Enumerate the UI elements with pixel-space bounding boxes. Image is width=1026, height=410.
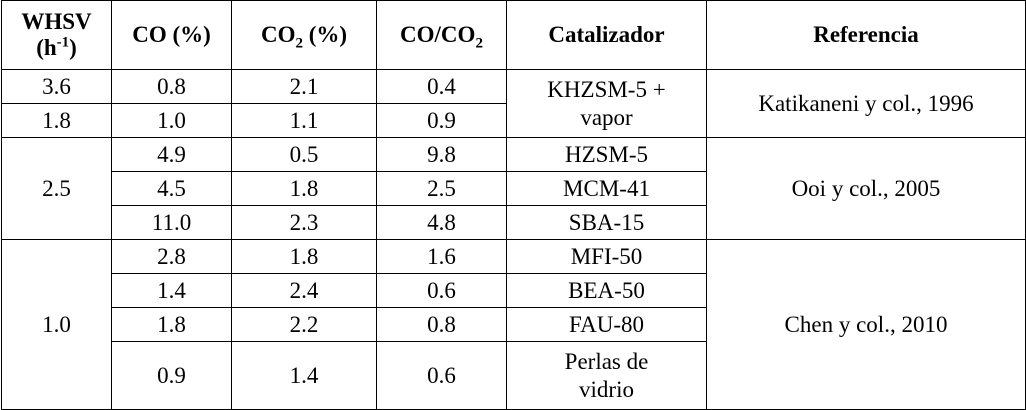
- cell: MCM-41: [506, 171, 707, 206]
- cell: Chen y col., 2010: [706, 239, 1026, 410]
- header-text: ): [69, 35, 77, 60]
- cell: 4.8: [376, 205, 507, 240]
- cell: SBA-15: [506, 205, 707, 240]
- cell: Ooi y col., 2005: [706, 137, 1026, 240]
- cell: 3.6: [1, 69, 112, 104]
- cell: 0.5: [231, 137, 377, 172]
- header-text: (%): [302, 22, 348, 47]
- table-row: 0.9 1.4 0.6 Perlas de vidrio: [2, 341, 1026, 410]
- header-text: CO/CO: [400, 22, 476, 47]
- cell: 0.8: [111, 69, 232, 104]
- table-row: 3.6 0.8 2.1 0.4 KHZSM-5 + vapor Katikane…: [1, 69, 1026, 138]
- cell: MFI-50: [506, 239, 707, 274]
- cell: 2.5: [1, 137, 112, 240]
- cell: 0.6: [376, 273, 507, 308]
- cell: 1.4: [111, 273, 232, 308]
- cell: BEA-50: [506, 273, 707, 308]
- cell: 1.8: [1, 103, 112, 138]
- cell: Katikaneni y col., 1996: [706, 69, 1026, 138]
- header-superscript: -1: [56, 34, 70, 51]
- cell: KHZSM-5 + vapor: [506, 69, 707, 138]
- table-row: 1.8 2.2 0.8 FAU-80: [2, 307, 1026, 342]
- header-cell: Catalizador: [506, 0, 707, 70]
- cell: 0.9: [111, 341, 232, 410]
- cell: 1.6: [376, 239, 507, 274]
- cell: 1.8: [231, 239, 377, 274]
- cell: 0.9: [376, 103, 507, 138]
- header-cell: CO/CO2: [376, 0, 507, 70]
- header-text: (h: [36, 35, 57, 60]
- cell: 4.9: [111, 137, 232, 172]
- cell: 1.8: [111, 307, 232, 342]
- header-subscript: 2: [295, 35, 303, 52]
- table-row: 2.5 4.9 0.5 9.8 HZSM-5 Ooi y col., 2005: [1, 137, 1026, 240]
- header-text: CO: [260, 22, 296, 47]
- cell: 1.0: [111, 103, 232, 138]
- table-row: 11.0 2.3 4.8 SBA-15: [2, 205, 1026, 240]
- cell: 1.4: [231, 341, 377, 410]
- cell: 11.0: [111, 205, 232, 240]
- cell: 2.3: [231, 205, 377, 240]
- cell: HZSM-5: [506, 137, 707, 172]
- header-cell: Referencia: [706, 0, 1026, 70]
- cell: 2.5: [376, 171, 507, 206]
- header-cell: WHSV (h-1): [1, 0, 112, 70]
- cell: 4.5: [111, 171, 232, 206]
- header-cell: CO (%): [111, 0, 232, 70]
- cell: 2.1: [231, 69, 377, 104]
- cell: 2.4: [231, 273, 377, 308]
- cell: 2.8: [111, 239, 232, 274]
- cell: 0.6: [376, 341, 507, 410]
- table-row: 1.0 2.8 1.8 1.6 MFI-50 Chen y col., 2010: [1, 239, 1026, 410]
- header-cell: CO2 (%): [231, 0, 377, 70]
- cell: 2.2: [231, 307, 377, 342]
- header-row: WHSV (h-1) CO (%) CO2 (%) CO/CO2 Cataliza…: [1, 0, 1026, 70]
- header-subscript: 2: [475, 35, 483, 52]
- cell: Perlas de vidrio: [506, 341, 707, 410]
- cell: 1.1: [231, 103, 377, 138]
- cell: 0.8: [376, 307, 507, 342]
- header-text: WHSV: [21, 9, 92, 34]
- cell: 0.4: [376, 69, 507, 104]
- cell: 1.0: [1, 239, 112, 410]
- cell: 9.8: [376, 137, 507, 172]
- cell: FAU-80: [506, 307, 707, 342]
- table-row: 1.4 2.4 0.6 BEA-50: [2, 273, 1026, 308]
- cell: 1.8: [231, 171, 377, 206]
